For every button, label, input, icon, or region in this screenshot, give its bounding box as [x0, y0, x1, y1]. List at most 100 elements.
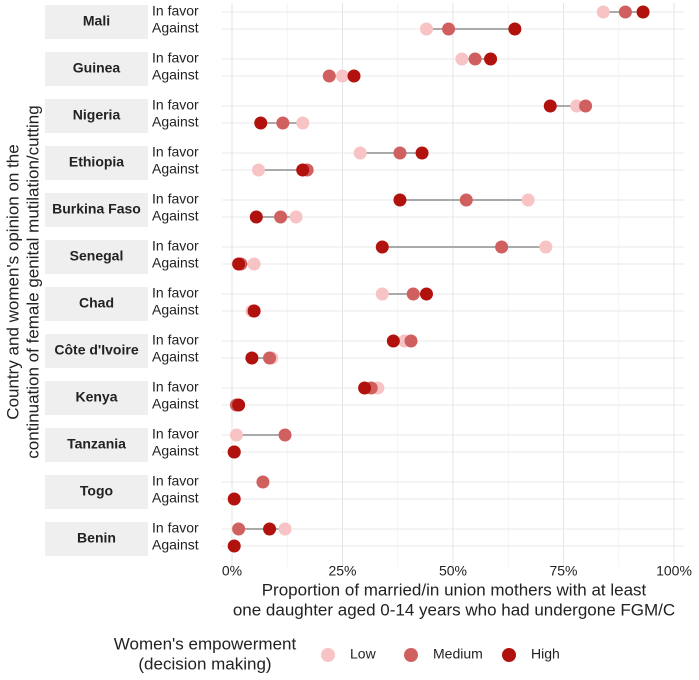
dot	[508, 22, 522, 36]
row-label: In favor	[152, 520, 199, 536]
dot	[415, 146, 429, 160]
dot	[468, 52, 482, 66]
facet-strip	[45, 5, 148, 39]
row-label: In favor	[152, 379, 199, 395]
dot	[393, 146, 407, 160]
dot	[636, 5, 650, 19]
dot	[245, 351, 259, 365]
dot	[227, 539, 241, 553]
x-tick-label: 100%	[656, 563, 692, 579]
dot	[232, 522, 246, 536]
row-label: Against	[152, 114, 199, 130]
legend-swatch	[321, 648, 335, 662]
x-tick-label: 25%	[328, 563, 356, 579]
row-label: In favor	[152, 332, 199, 348]
facet-strip	[45, 522, 148, 556]
legend-label: Low	[350, 646, 377, 662]
facet-label: Mali	[83, 13, 110, 29]
dot	[252, 163, 266, 177]
dot	[278, 428, 292, 442]
row-label: Against	[152, 302, 199, 318]
dot	[419, 22, 433, 36]
row-label: In favor	[152, 426, 199, 442]
dot	[419, 287, 433, 301]
dot	[579, 99, 593, 113]
dot	[406, 287, 420, 301]
facet-label: Kenya	[75, 389, 117, 405]
row-label: In favor	[152, 238, 199, 254]
row-label: Against	[152, 255, 199, 271]
dot	[227, 445, 241, 459]
dot	[455, 52, 469, 66]
row-label: Against	[152, 161, 199, 177]
y-axis-title: Country and women's opinion on the	[3, 144, 22, 419]
y-axis-title: continuation of female genital mutilatio…	[23, 105, 42, 458]
row-label: In favor	[152, 191, 199, 207]
legend-title: Women's empowerment	[114, 634, 297, 653]
dot	[322, 69, 336, 83]
dot	[296, 116, 310, 130]
facet-label: Ethiopia	[69, 154, 124, 170]
facet-strip	[45, 287, 148, 321]
x-tick-label: 75%	[549, 563, 577, 579]
dot	[539, 240, 553, 254]
row-label: Against	[152, 208, 199, 224]
facet-label: Benin	[77, 530, 116, 546]
row-label: In favor	[152, 50, 199, 66]
row-label: Against	[152, 537, 199, 553]
legend-label: High	[531, 646, 560, 662]
facet-strip	[45, 99, 148, 133]
row-label: In favor	[152, 3, 199, 19]
dot	[459, 193, 473, 207]
row-label: In favor	[152, 473, 199, 489]
facet-label: Tanzania	[67, 436, 126, 452]
dot	[249, 210, 263, 224]
dot	[347, 69, 361, 83]
dot	[618, 5, 632, 19]
dot	[256, 475, 270, 489]
dot	[484, 52, 498, 66]
row-label: In favor	[152, 144, 199, 160]
facet-strip	[45, 52, 148, 86]
dot	[263, 522, 277, 536]
facet-strip	[45, 428, 148, 462]
row-label: In favor	[152, 97, 199, 113]
legend-swatch	[502, 648, 516, 662]
row-label: Against	[152, 20, 199, 36]
dot	[227, 492, 241, 506]
dot	[232, 398, 246, 412]
dot	[247, 304, 261, 318]
dot	[495, 240, 509, 254]
dot	[353, 146, 367, 160]
dot	[375, 240, 389, 254]
dot	[404, 334, 418, 348]
legend-label: Medium	[433, 646, 483, 662]
dot	[296, 163, 310, 177]
facet-label: Nigeria	[73, 107, 121, 123]
facet-strip	[45, 334, 148, 368]
dot	[254, 116, 268, 130]
row-label: Against	[152, 490, 199, 506]
dot	[358, 381, 372, 395]
dot	[247, 257, 261, 271]
facet-strip	[45, 240, 148, 274]
facet-strip	[45, 381, 148, 415]
row-label: Against	[152, 67, 199, 83]
dot	[263, 351, 277, 365]
dot	[232, 257, 246, 271]
facet-strip	[45, 475, 148, 509]
facet-label: Chad	[79, 295, 114, 311]
dot	[289, 210, 303, 224]
dot	[543, 99, 557, 113]
facet-label: Togo	[80, 483, 113, 499]
dot	[375, 287, 389, 301]
x-axis-title: Proportion of married/in union mothers w…	[262, 580, 647, 599]
dot	[393, 193, 407, 207]
row-label: In favor	[152, 285, 199, 301]
x-axis-title: one daughter aged 0-14 years who had und…	[233, 600, 675, 619]
legend-swatch	[404, 648, 418, 662]
dot	[276, 116, 290, 130]
facet-label: Senegal	[70, 248, 124, 264]
x-tick-label: 50%	[439, 563, 467, 579]
